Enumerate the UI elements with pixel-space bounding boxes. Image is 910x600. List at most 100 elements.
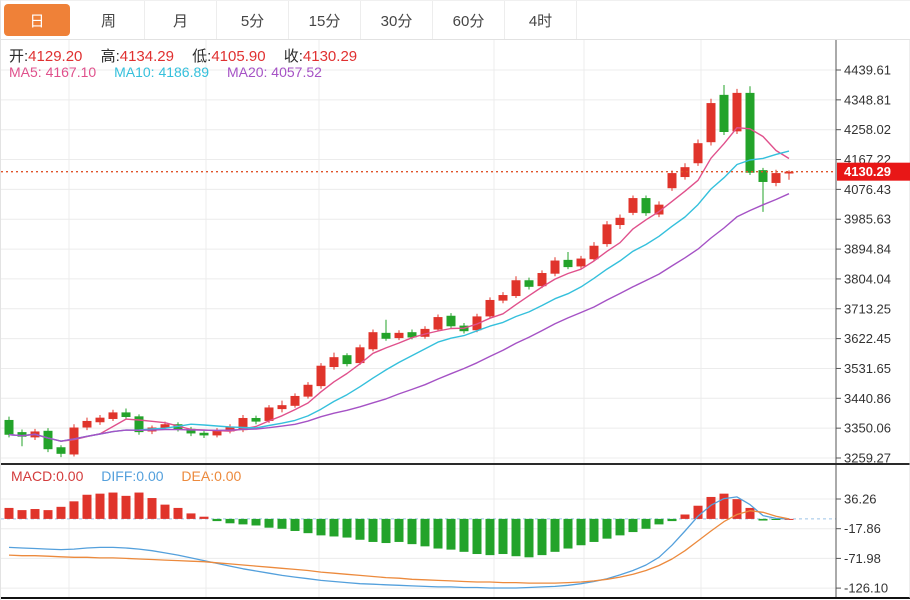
macd-label: MACD: xyxy=(11,468,57,484)
dea-value: 0.00 xyxy=(214,468,242,484)
candle-body xyxy=(290,395,300,406)
candle-body xyxy=(134,416,144,433)
candle-body xyxy=(485,299,495,317)
macd-axis-label: -126.10 xyxy=(844,581,888,596)
macd-bar xyxy=(43,510,53,519)
low-label: 低: xyxy=(192,48,212,65)
candle-body xyxy=(355,347,365,364)
macd-bar xyxy=(342,518,352,538)
macd-bar xyxy=(680,514,690,519)
macd-bar xyxy=(381,518,391,544)
tab-60min[interactable]: 60分 xyxy=(433,1,505,39)
candle-body xyxy=(381,332,391,339)
macd-bar xyxy=(173,507,183,519)
macd-bar xyxy=(771,518,781,520)
candle-body xyxy=(706,103,716,143)
candle-body xyxy=(784,171,794,174)
candle-body xyxy=(329,357,339,368)
price-axis-label: 3440.86 xyxy=(844,391,891,406)
dea-line xyxy=(8,510,790,584)
candle-body xyxy=(342,355,352,365)
candle-body xyxy=(576,258,586,267)
macd-bar xyxy=(537,518,547,556)
macd-bar xyxy=(30,509,40,519)
candle-body xyxy=(758,170,768,182)
ma5-label: MA5: xyxy=(9,64,42,80)
candle-body xyxy=(303,384,313,397)
macd-bar xyxy=(420,518,430,547)
ma10-label: MA10: xyxy=(114,64,155,80)
macd-bar xyxy=(56,506,66,519)
tab-4hour[interactable]: 4时 xyxy=(505,1,577,39)
macd-bar xyxy=(69,501,79,519)
macd-bar xyxy=(641,518,651,529)
tab-30min[interactable]: 30分 xyxy=(361,1,433,39)
macd-value: 0.00 xyxy=(56,468,84,484)
ma20-label: MA20: xyxy=(226,64,268,80)
macd-bar xyxy=(511,518,521,557)
ma20-line xyxy=(8,193,790,442)
macd-bar xyxy=(732,499,742,519)
macd-bar xyxy=(498,518,508,555)
candle-body xyxy=(82,420,92,428)
tab-month[interactable]: 月 xyxy=(145,1,217,39)
candle-body xyxy=(550,260,560,274)
open-value: 4129.20 xyxy=(28,48,83,65)
macd-bar xyxy=(199,516,209,519)
close-value: 4130.29 xyxy=(302,48,358,65)
high-value: 4134.29 xyxy=(119,48,174,65)
macd-bar xyxy=(134,492,144,519)
close-label: 收: xyxy=(283,48,303,65)
candle-body xyxy=(446,315,456,327)
candle-body xyxy=(199,432,209,436)
candle-body xyxy=(615,217,625,226)
price-axis-label: 4348.81 xyxy=(844,92,891,107)
candle-body xyxy=(394,332,404,339)
price-axis-label: 3985.63 xyxy=(844,212,891,227)
macd-bar xyxy=(394,518,404,542)
candle-body xyxy=(680,167,690,178)
candle-body xyxy=(732,92,742,132)
candle-body xyxy=(95,417,105,423)
macd-bar xyxy=(329,518,339,537)
candle-body xyxy=(641,198,651,214)
macd-bar xyxy=(628,518,638,533)
current-price-badge xyxy=(837,162,910,181)
candle-body xyxy=(628,198,638,213)
ma-legend: MA5: 4167.10 MA10: 4186.89 MA20: 4057.52 xyxy=(9,64,336,80)
tab-day[interactable]: 日 xyxy=(4,4,70,36)
price-axis-label: 3622.45 xyxy=(844,331,891,346)
macd-bar xyxy=(784,518,794,520)
low-value: 4105.90 xyxy=(211,48,266,65)
macd-bar xyxy=(121,495,131,519)
candle-body xyxy=(563,259,573,268)
candle-body xyxy=(251,417,261,422)
candle-body xyxy=(121,412,131,417)
ohlc-legend: 开:4129.20 高:4134.29 低:4105.90 收:4130.29 xyxy=(9,45,371,66)
macd-bar xyxy=(654,518,664,525)
candle-body xyxy=(589,245,599,260)
macd-bar xyxy=(303,518,313,534)
dea-label: DEA: xyxy=(181,468,215,484)
macd-bar xyxy=(316,518,326,536)
candle-body xyxy=(4,419,14,435)
macd-bar xyxy=(368,518,378,542)
macd-bar xyxy=(251,518,261,526)
candle-body xyxy=(667,173,677,189)
price-axis-label: 4439.61 xyxy=(844,63,891,78)
tab-week[interactable]: 周 xyxy=(73,1,145,39)
candle-body xyxy=(264,407,274,421)
ma20-value: 4057.52 xyxy=(271,64,322,80)
candle-body xyxy=(498,295,508,301)
tab-15min[interactable]: 15分 xyxy=(289,1,361,39)
macd-bar xyxy=(225,518,235,524)
macd-bar xyxy=(485,518,495,556)
open-label: 开: xyxy=(9,48,29,65)
candle-body xyxy=(719,94,729,132)
macd-bar xyxy=(758,518,768,521)
tab-5min[interactable]: 5分 xyxy=(217,1,289,39)
candle-body xyxy=(108,412,118,419)
macd-bar xyxy=(160,504,170,519)
macd-bar xyxy=(147,498,157,519)
